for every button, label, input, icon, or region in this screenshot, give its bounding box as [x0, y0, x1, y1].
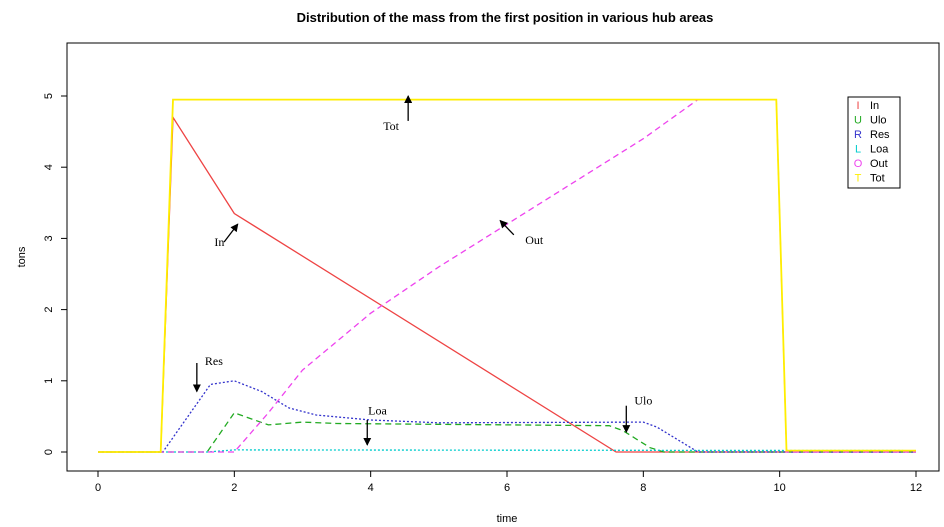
series-line-in: [98, 115, 916, 453]
legend-symbol-out: O: [854, 158, 863, 170]
x-tick-label: 12: [910, 482, 922, 494]
legend-box: [847, 96, 901, 189]
series-line-loa: [98, 449, 917, 453]
annotation-label-res: Res: [205, 354, 223, 368]
chart-title: Distribution of the mass from the first …: [297, 10, 714, 25]
x-tick-label: 8: [640, 482, 646, 494]
legend-label-ulo: Ulo: [870, 115, 887, 127]
y-tick-label: 5: [43, 93, 55, 99]
legend-label-res: Res: [870, 129, 890, 141]
legend-symbol-res: R: [854, 129, 862, 141]
y-tick-label: 2: [43, 307, 55, 313]
y-tick-label: 1: [43, 378, 55, 384]
x-tick-label: 6: [504, 482, 510, 494]
x-tick-label: 0: [95, 482, 101, 494]
x-tick-label: 4: [368, 482, 374, 494]
annotation-arrow-out: [499, 219, 515, 236]
series-line-res: [98, 380, 916, 453]
series-line-out: [98, 98, 916, 453]
legend-symbol-ulo: U: [854, 115, 862, 127]
legend-symbol-tot: T: [855, 173, 862, 185]
legend-symbol-loa: L: [855, 144, 861, 156]
annotation-label-tot: Tot: [383, 119, 399, 133]
annotation-arrow-in: [223, 223, 239, 243]
series-line-tot: [98, 98, 916, 453]
series-line-ulo: [98, 412, 916, 453]
x-tick-label: 2: [231, 482, 237, 494]
x-axis-label: time: [497, 513, 518, 525]
y-tick-label: 4: [43, 164, 55, 170]
legend-label-out: Out: [870, 158, 888, 170]
legend-symbol-in: I: [856, 100, 859, 112]
y-axis-label: tons: [16, 246, 28, 267]
annotation-label-ulo: Ulo: [634, 394, 652, 408]
annotation-label-out: Out: [525, 233, 544, 247]
y-tick-label: 0: [43, 449, 55, 455]
x-tick-label: 10: [774, 482, 786, 494]
annotation-label-in: In: [214, 235, 224, 249]
plot-frame: [66, 42, 940, 472]
legend-label-in: In: [870, 100, 879, 112]
annotation-label-loa: Loa: [368, 404, 387, 418]
legend-label-loa: Loa: [870, 144, 889, 156]
y-tick-label: 3: [43, 235, 55, 241]
legend-label-tot: Tot: [870, 173, 885, 185]
